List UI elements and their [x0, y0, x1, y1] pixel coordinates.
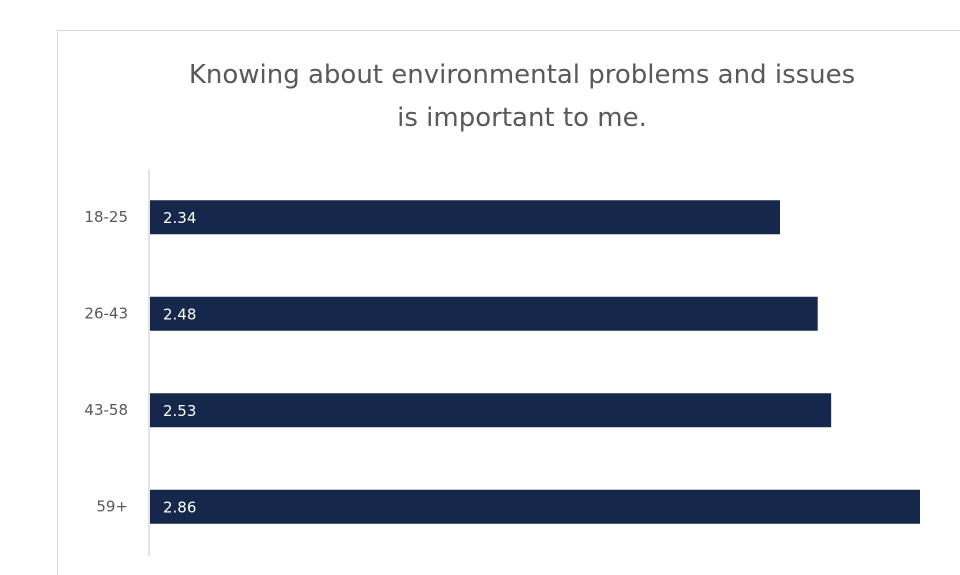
data-label: 2.34: [163, 209, 196, 227]
chart-title: Knowing about environmental problems and…: [188, 60, 856, 133]
y-tick-label: 59+: [96, 497, 128, 515]
y-tick-label: 18-25: [84, 208, 128, 226]
bar: [150, 296, 818, 331]
chart-frame: [57, 30, 960, 575]
bar: [150, 393, 832, 428]
y-tick-label: 43-58: [84, 401, 128, 419]
data-label: 2.48: [163, 305, 196, 323]
bar: [150, 200, 780, 235]
y-tick-label: 26-43: [84, 304, 128, 322]
bar: [150, 489, 920, 524]
data-label: 2.53: [163, 402, 196, 420]
data-label: 2.86: [163, 498, 196, 516]
